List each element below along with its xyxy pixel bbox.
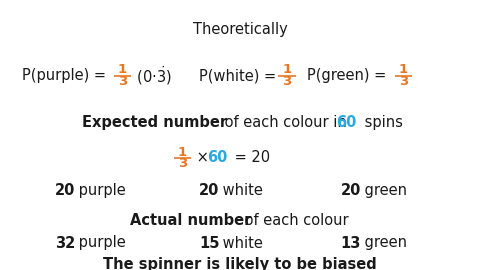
Text: 20: 20 — [199, 183, 219, 198]
Text: white: white — [218, 183, 263, 198]
Text: purple: purple — [74, 235, 126, 251]
Text: Expected number: Expected number — [82, 115, 227, 130]
Text: 32: 32 — [55, 235, 75, 251]
Text: 13: 13 — [341, 235, 361, 251]
Text: 3: 3 — [398, 75, 408, 88]
Text: 60: 60 — [207, 150, 228, 166]
Text: (0·$\dot{3}$): (0·$\dot{3}$) — [132, 64, 172, 87]
Text: Actual number: Actual number — [130, 212, 251, 228]
Text: P(green) =: P(green) = — [307, 68, 391, 83]
Text: of each colour: of each colour — [240, 212, 348, 228]
Text: 1: 1 — [178, 146, 187, 158]
Text: white: white — [218, 235, 263, 251]
Text: purple: purple — [74, 183, 126, 198]
Text: green: green — [360, 183, 407, 198]
Text: 15: 15 — [199, 235, 220, 251]
Text: 1: 1 — [118, 63, 127, 76]
Text: The spinner is likely to be biased: The spinner is likely to be biased — [103, 256, 377, 270]
Text: = 20: = 20 — [230, 150, 271, 166]
Text: of each colour in: of each colour in — [220, 115, 351, 130]
Text: ×: × — [192, 150, 214, 166]
Text: P(white) =: P(white) = — [199, 68, 281, 83]
Text: 20: 20 — [55, 183, 75, 198]
Text: Theoretically: Theoretically — [192, 22, 288, 37]
Text: 3: 3 — [118, 75, 127, 88]
Text: 3: 3 — [282, 75, 292, 88]
Text: spins: spins — [360, 115, 403, 130]
Text: 20: 20 — [341, 183, 361, 198]
Text: green: green — [360, 235, 407, 251]
Text: 3: 3 — [178, 157, 187, 170]
Text: 1: 1 — [282, 63, 292, 76]
Text: 1: 1 — [398, 63, 408, 76]
Text: 60: 60 — [336, 115, 356, 130]
Text: P(purple) =: P(purple) = — [22, 68, 110, 83]
